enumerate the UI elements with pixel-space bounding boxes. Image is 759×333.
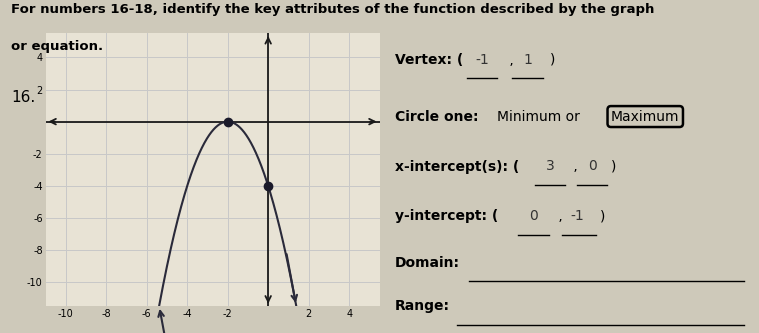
Text: or equation.: or equation. — [11, 40, 103, 53]
Text: ): ) — [550, 53, 556, 67]
Text: 0: 0 — [529, 209, 538, 223]
Text: Minimum or: Minimum or — [497, 110, 580, 124]
Text: Circle one:: Circle one: — [395, 110, 478, 124]
Text: x-intercept(s): (: x-intercept(s): ( — [395, 160, 519, 173]
Text: Domain:: Domain: — [395, 256, 460, 270]
Text: -1: -1 — [475, 53, 489, 67]
Text: 1: 1 — [523, 53, 532, 67]
Text: ,: , — [554, 209, 563, 223]
Text: 3: 3 — [546, 160, 555, 173]
Text: y-intercept: (: y-intercept: ( — [395, 209, 498, 223]
Text: ): ) — [600, 209, 605, 223]
Text: -1: -1 — [570, 209, 584, 223]
Text: ,: , — [569, 160, 578, 173]
Text: ,: , — [505, 53, 514, 67]
Text: 0: 0 — [587, 160, 597, 173]
Text: Range:: Range: — [395, 299, 449, 313]
Text: 16.: 16. — [11, 90, 36, 105]
Text: ): ) — [611, 160, 616, 173]
Text: Maximum: Maximum — [611, 110, 679, 124]
Text: For numbers 16-18, identify the key attributes of the function described by the : For numbers 16-18, identify the key attr… — [11, 3, 655, 16]
Text: Vertex: (: Vertex: ( — [395, 53, 463, 67]
